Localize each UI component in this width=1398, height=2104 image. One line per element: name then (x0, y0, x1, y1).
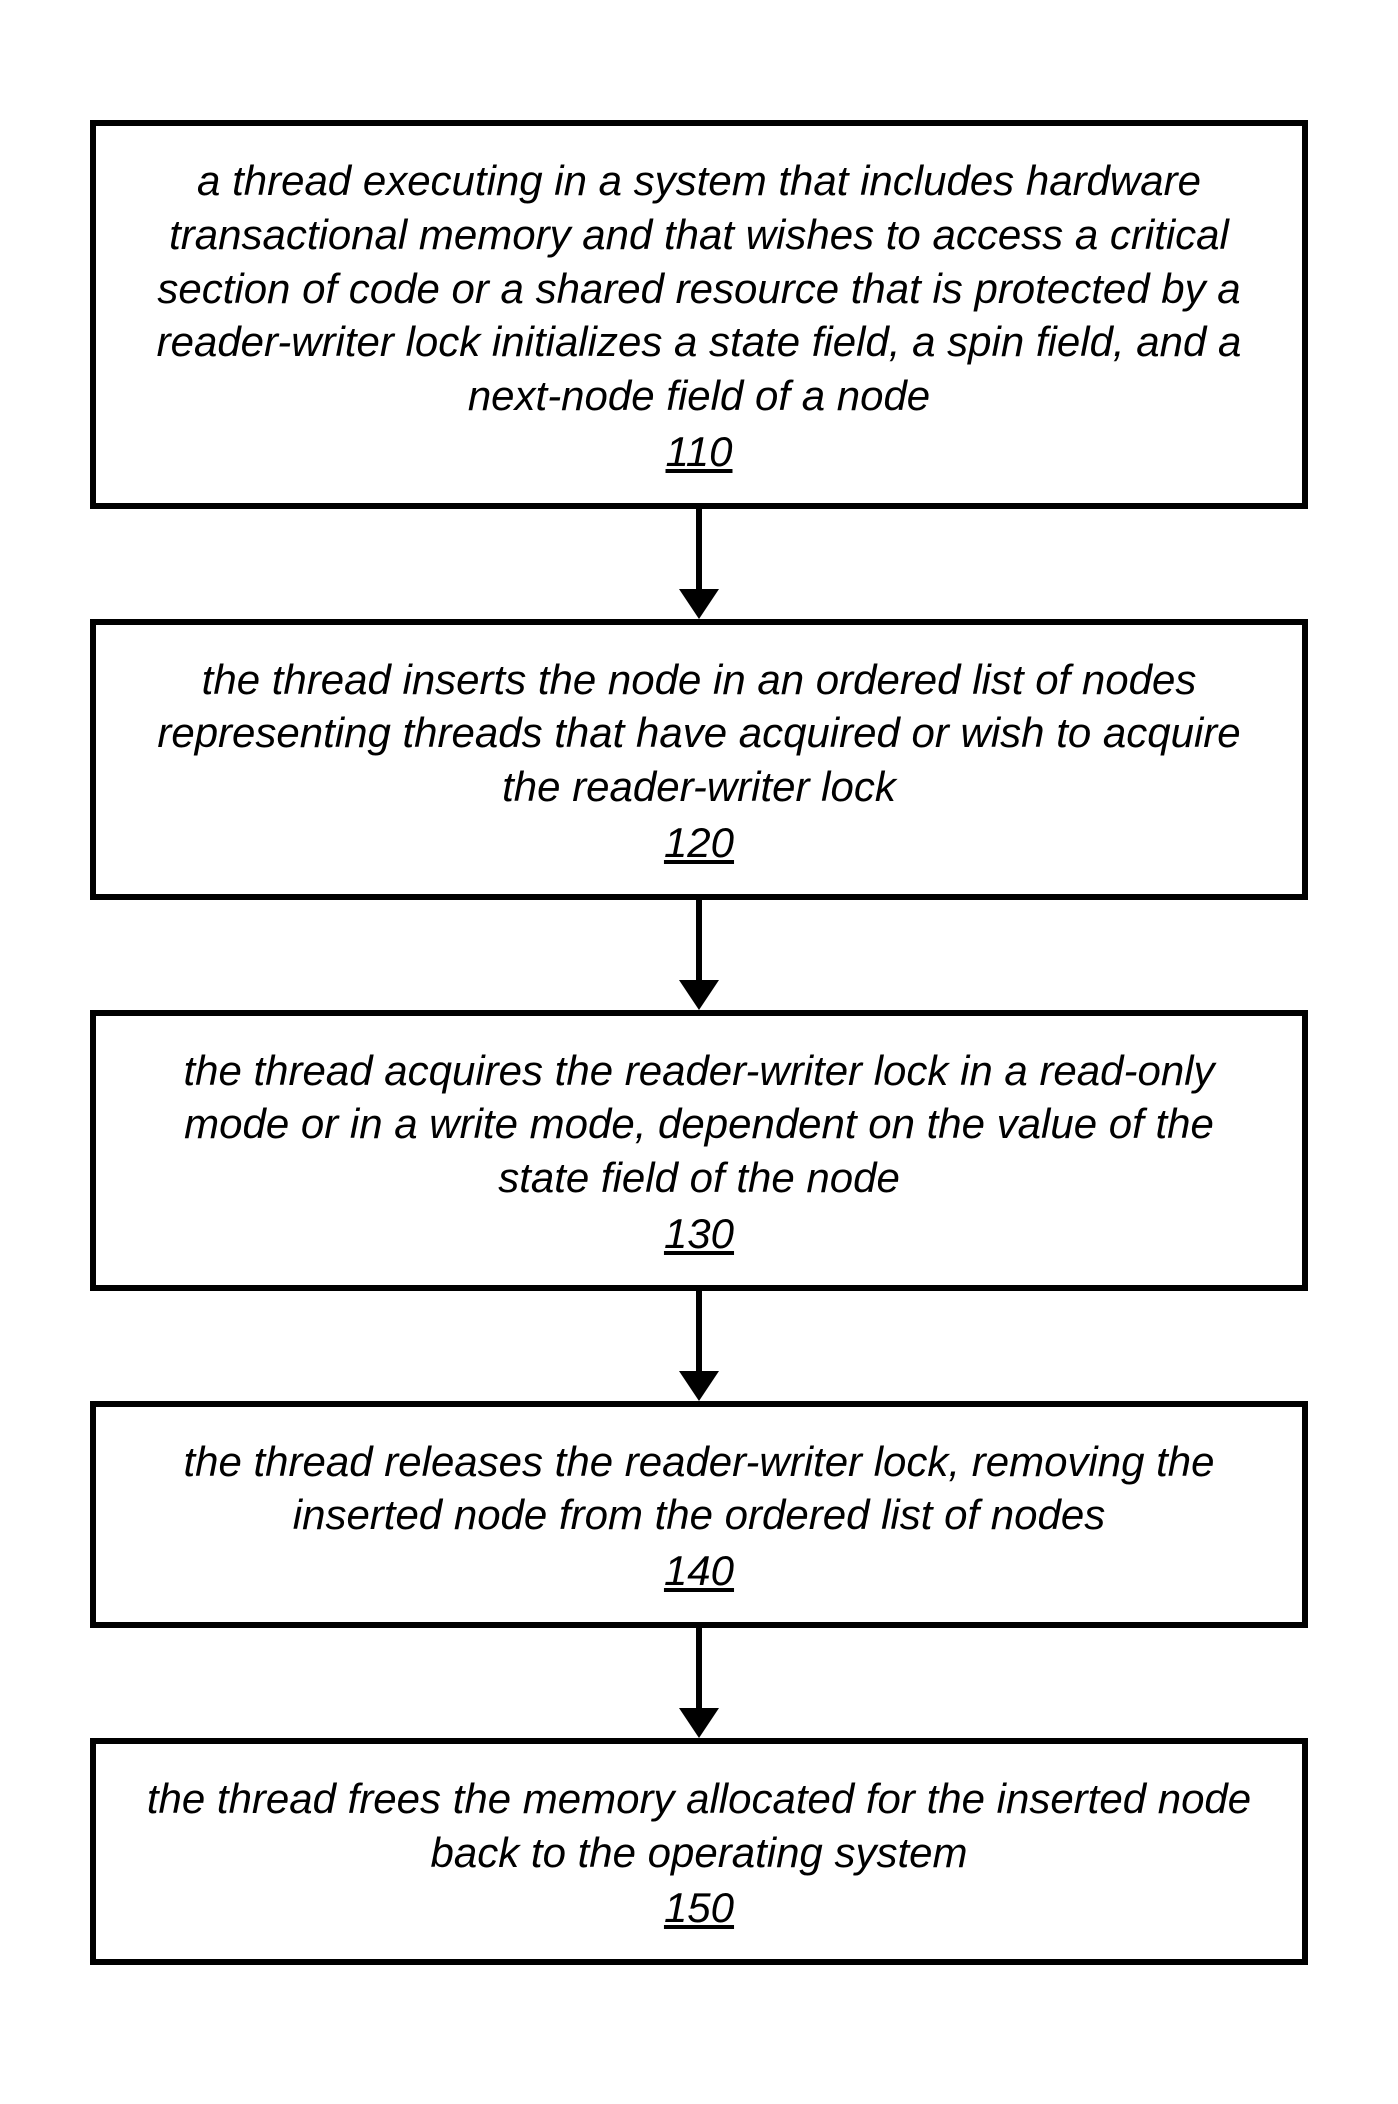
arrow-head-icon (679, 1708, 719, 1738)
node-text: the thread frees the memory allocated fo… (147, 1775, 1251, 1876)
flowchart-node-130: the thread acquires the reader-writer lo… (90, 1010, 1308, 1291)
flowchart-node-150: the thread frees the memory allocated fo… (90, 1738, 1308, 1965)
arrow-line (696, 1628, 702, 1708)
node-step-number: 150 (136, 1881, 1262, 1935)
arrow-head-icon (679, 980, 719, 1010)
node-text: a thread executing in a system that incl… (157, 157, 1242, 419)
node-text: the thread inserts the node in an ordere… (157, 656, 1240, 811)
node-text: the thread acquires the reader-writer lo… (183, 1047, 1214, 1202)
flowchart-node-140: the thread releases the reader-writer lo… (90, 1401, 1308, 1628)
flowchart-arrow (679, 509, 719, 619)
arrow-line (696, 1291, 702, 1371)
node-step-number: 140 (136, 1544, 1262, 1598)
node-step-number: 120 (136, 816, 1262, 870)
arrow-line (696, 900, 702, 980)
flowchart-node-110: a thread executing in a system that incl… (90, 120, 1308, 509)
flowchart-arrow (679, 1628, 719, 1738)
arrow-line (696, 509, 702, 589)
node-step-number: 110 (136, 425, 1262, 479)
flowchart-container: a thread executing in a system that incl… (90, 120, 1308, 1965)
flowchart-arrow (679, 1291, 719, 1401)
flowchart-arrow (679, 900, 719, 1010)
arrow-head-icon (679, 1371, 719, 1401)
arrow-head-icon (679, 589, 719, 619)
flowchart-node-120: the thread inserts the node in an ordere… (90, 619, 1308, 900)
node-step-number: 130 (136, 1207, 1262, 1261)
node-text: the thread releases the reader-writer lo… (183, 1438, 1214, 1539)
